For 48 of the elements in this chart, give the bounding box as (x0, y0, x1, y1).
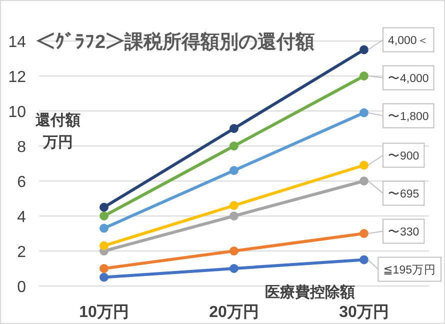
point (230, 142, 238, 150)
point (360, 229, 368, 238)
point (230, 124, 238, 133)
x-tick-label: 10万円 (79, 304, 129, 321)
series-label: 〜900 (388, 150, 420, 162)
y-tick-label: 12 (8, 69, 26, 86)
label: 4,000＜ (368, 27, 434, 52)
y-tick-label: 8 (17, 139, 26, 156)
point (360, 255, 368, 264)
point (360, 72, 368, 80)
point (100, 202, 108, 212)
point (360, 108, 368, 118)
point (360, 160, 368, 170)
point (100, 224, 108, 233)
y-tick-label: 6 (17, 174, 26, 191)
x-tick-label: 30万円 (339, 304, 389, 321)
y-tick-label: 4 (17, 209, 26, 226)
label: 〜1,800 (368, 103, 434, 128)
point (100, 264, 108, 273)
point (230, 166, 238, 175)
point (230, 212, 238, 220)
series-label: 〜1,800 (388, 110, 429, 123)
label: 〜4,000 (368, 65, 434, 90)
y-tick-label: 2 (17, 244, 26, 261)
y-tick-label: 10 (8, 104, 26, 121)
y-tick-label: 0 (17, 279, 26, 296)
point (100, 241, 108, 250)
series-label: 〜4,000 (388, 72, 429, 85)
x-tick-label: 20万円 (209, 304, 259, 321)
point (100, 212, 108, 220)
x-axis-title: 医療費控除額 (265, 283, 355, 301)
series-label: ≦195万円 (383, 263, 436, 276)
y-axis-title: 還付額万円 (34, 111, 82, 153)
series-label: 〜695 (388, 188, 420, 200)
label: 〜695 (368, 180, 425, 206)
point (230, 201, 238, 210)
point (360, 45, 368, 54)
series-label: 4,000＜ (388, 34, 429, 47)
chart-title: ＜ｸﾞﾗﾌ2＞課税所得額別の還付額 (36, 31, 315, 53)
label: 〜330 (368, 218, 425, 244)
point (230, 264, 238, 273)
point (230, 246, 238, 256)
y-tick-label: 14 (8, 34, 26, 51)
point (100, 272, 108, 282)
series-label: 〜330 (388, 226, 420, 238)
point (360, 176, 368, 186)
label: ≦195万円 (368, 256, 442, 282)
label: 〜900 (368, 142, 425, 168)
